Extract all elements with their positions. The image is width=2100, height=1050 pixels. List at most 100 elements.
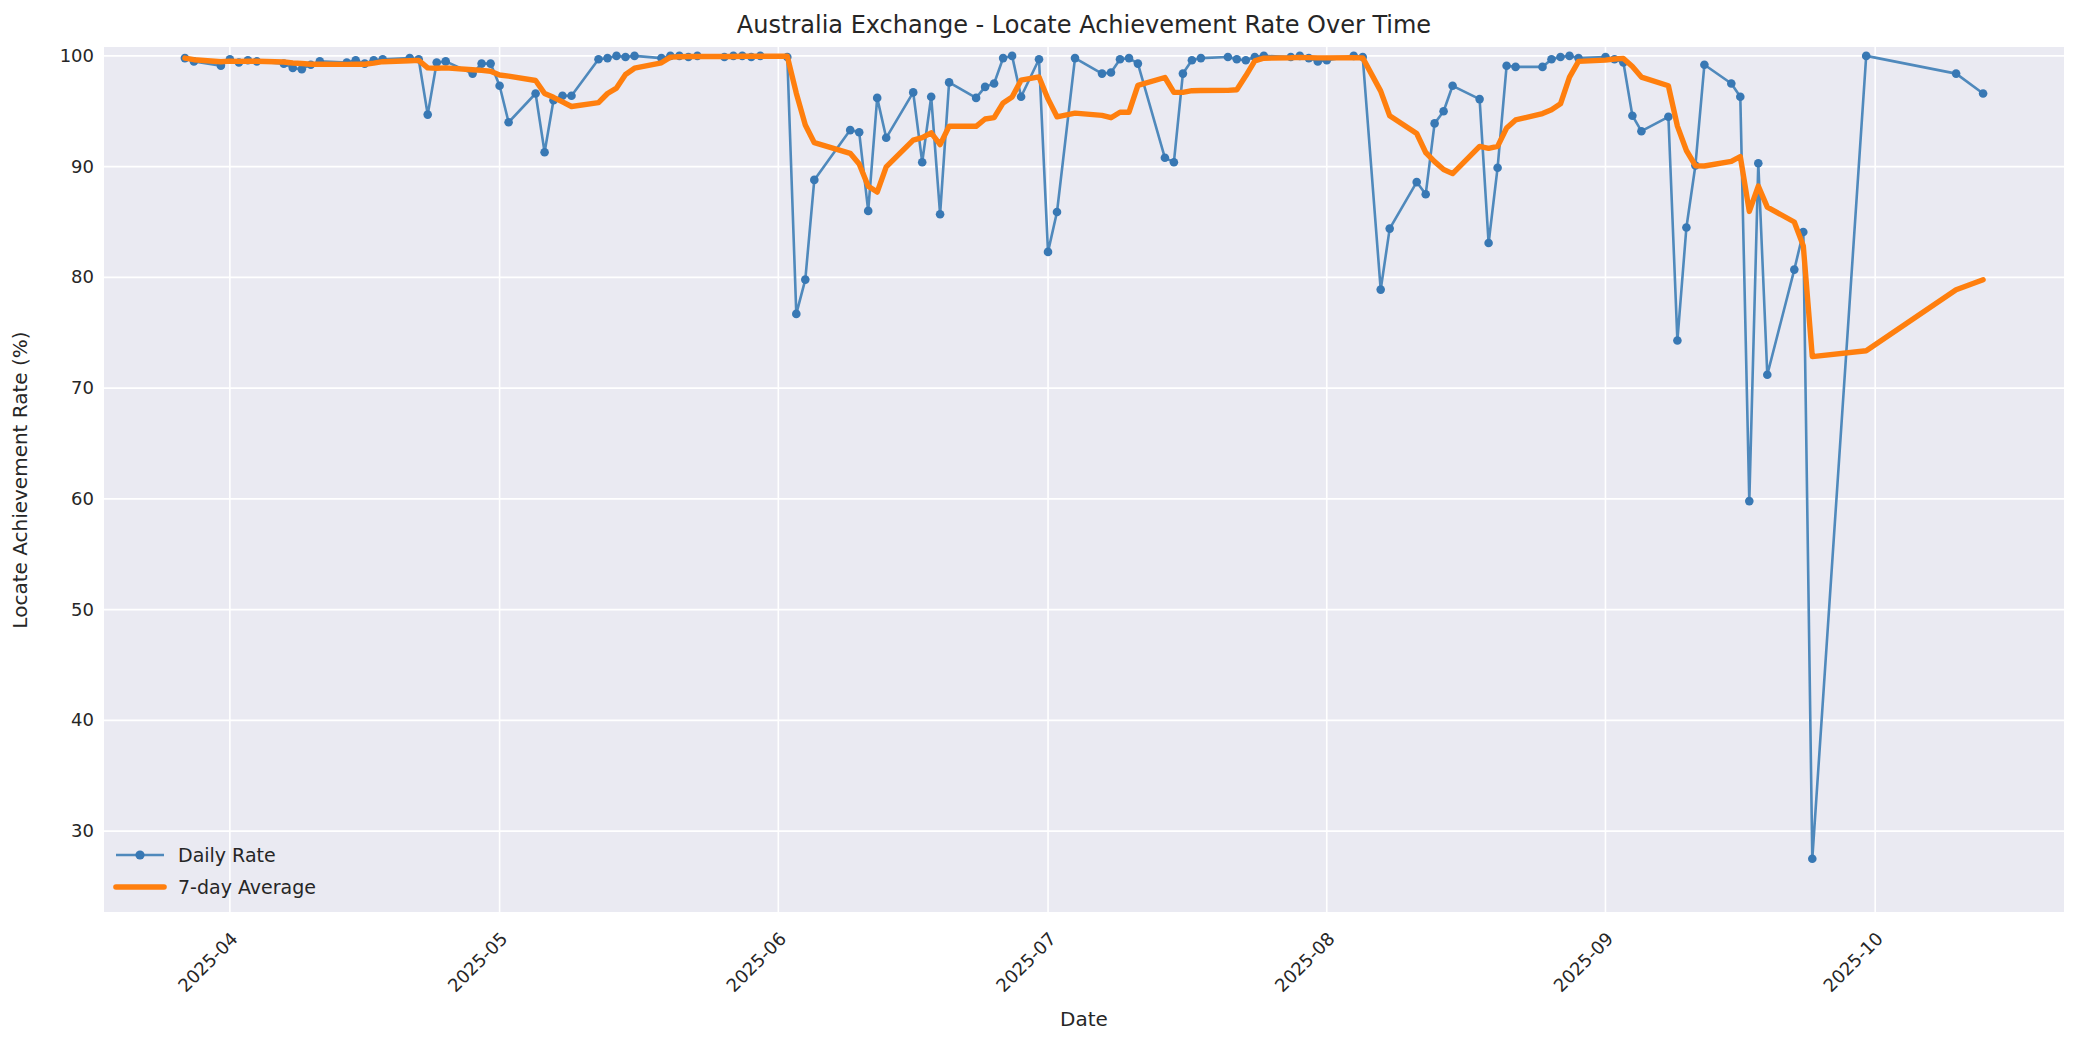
daily-rate-marker: [1862, 52, 1871, 61]
daily-rate-marker: [531, 89, 540, 98]
daily-rate-marker: [1224, 53, 1233, 62]
daily-rate-marker: [1979, 89, 1988, 98]
daily-rate-marker: [792, 310, 801, 319]
daily-rate-marker: [1682, 223, 1691, 232]
daily-rate-marker: [1161, 154, 1170, 163]
daily-rate-marker: [1376, 285, 1385, 294]
y-tick-label: 40: [71, 709, 94, 730]
daily-rate-marker: [1484, 239, 1493, 248]
daily-rate-marker: [882, 134, 891, 143]
x-tick-label: 2025-07: [992, 928, 1060, 996]
daily-rate-marker: [1628, 111, 1637, 120]
daily-rate-marker: [1952, 69, 1961, 78]
daily-rate-marker: [936, 210, 945, 219]
daily-rate-marker: [1053, 208, 1062, 217]
daily-rate-marker: [1493, 163, 1502, 172]
daily-rate-marker: [495, 82, 504, 91]
daily-rate-marker: [1538, 63, 1547, 72]
daily-rate-marker: [567, 91, 576, 100]
daily-rate-marker: [1017, 93, 1026, 102]
x-tick-label: 2025-09: [1549, 928, 1617, 996]
daily-rate-marker: [612, 52, 621, 61]
daily-rate-marker: [810, 176, 819, 185]
daily-rate-marker: [1035, 55, 1044, 64]
daily-rate-marker: [1439, 107, 1448, 116]
daily-rate-marker: [846, 126, 855, 135]
daily-rate-marker: [1637, 127, 1646, 136]
daily-rate-marker: [1071, 54, 1080, 63]
daily-rate-marker: [1233, 55, 1242, 64]
y-tick-label: 90: [71, 156, 94, 177]
daily-rate-marker: [1763, 371, 1772, 380]
daily-rate-marker: [801, 275, 810, 284]
daily-rate-marker: [972, 94, 981, 103]
x-axis-label: Date: [1060, 1007, 1108, 1031]
y-axis-tick-labels: 30 40 50 60 70 80 90 100: [60, 45, 94, 841]
daily-rate-marker: [594, 55, 603, 64]
y-axis-label: Locate Achievement Rate (%): [8, 331, 32, 628]
x-tick-label: 2025-08: [1271, 928, 1339, 996]
daily-rate-marker: [1385, 224, 1394, 233]
y-tick-label: 80: [71, 266, 94, 287]
daily-rate-marker: [1179, 69, 1188, 78]
daily-rate-marker: [1808, 855, 1817, 864]
daily-rate-marker: [486, 59, 495, 68]
y-tick-label: 100: [60, 45, 94, 66]
daily-rate-marker: [927, 93, 936, 102]
daily-rate-marker: [1242, 56, 1251, 65]
daily-rate-marker: [423, 110, 432, 119]
daily-rate-marker: [1664, 113, 1673, 122]
daily-rate-marker: [1044, 248, 1053, 257]
plot-area: [104, 47, 2064, 912]
daily-rate-marker: [1412, 178, 1421, 187]
x-axis-tick-labels: 2025-042025-052025-062025-072025-082025-…: [174, 928, 1887, 996]
daily-rate-marker: [1700, 60, 1709, 69]
daily-rate-marker: [603, 54, 612, 63]
legend-seven-day-average-label: 7-day Average: [178, 876, 316, 898]
daily-rate-marker: [1727, 79, 1736, 88]
daily-rate-marker: [1188, 56, 1197, 65]
daily-rate-marker: [1475, 95, 1484, 104]
y-tick-label: 60: [71, 488, 94, 509]
daily-rate-marker: [1745, 497, 1754, 506]
daily-rate-marker: [981, 83, 990, 92]
daily-rate-marker: [1673, 336, 1682, 345]
daily-rate-marker: [1547, 55, 1556, 64]
daily-rate-marker: [1754, 159, 1763, 168]
y-tick-label: 70: [71, 377, 94, 398]
line-chart: 30405060708090100 2025-042025-052025-062…: [0, 0, 2100, 1050]
daily-rate-marker: [864, 207, 873, 216]
daily-rate-marker: [441, 57, 450, 66]
daily-rate-marker: [999, 54, 1008, 63]
daily-rate-marker: [1116, 55, 1125, 64]
daily-rate-marker: [621, 53, 630, 62]
daily-rate-marker: [1197, 54, 1206, 63]
daily-rate-marker: [1125, 54, 1134, 63]
daily-rate-marker: [1448, 82, 1457, 91]
chart-title: Australia Exchange - Locate Achievement …: [737, 11, 1431, 39]
daily-rate-marker: [1511, 63, 1520, 72]
daily-rate-marker: [540, 148, 549, 157]
daily-rate-marker: [630, 52, 639, 61]
daily-rate-marker: [873, 94, 882, 103]
daily-rate-marker: [1565, 52, 1574, 61]
legend-daily-rate-marker-swatch: [135, 850, 144, 859]
daily-rate-marker: [1502, 62, 1511, 71]
daily-rate-marker: [1098, 69, 1107, 78]
x-tick-label: 2025-10: [1819, 928, 1887, 996]
daily-rate-marker: [1008, 52, 1017, 61]
daily-rate-marker: [1430, 119, 1439, 128]
daily-rate-marker: [990, 79, 999, 88]
daily-rate-marker: [1556, 53, 1565, 62]
daily-rate-marker: [1134, 59, 1143, 68]
daily-rate-marker: [945, 78, 954, 87]
x-tick-label: 2025-04: [174, 928, 242, 996]
y-tick-label: 30: [71, 820, 94, 841]
daily-rate-marker: [918, 158, 927, 167]
daily-rate-marker: [504, 118, 513, 127]
daily-rate-marker: [909, 88, 918, 97]
daily-rate-marker: [1170, 158, 1179, 167]
daily-rate-marker: [1736, 93, 1745, 102]
y-tick-label: 50: [71, 599, 94, 620]
daily-rate-marker: [1107, 68, 1116, 77]
